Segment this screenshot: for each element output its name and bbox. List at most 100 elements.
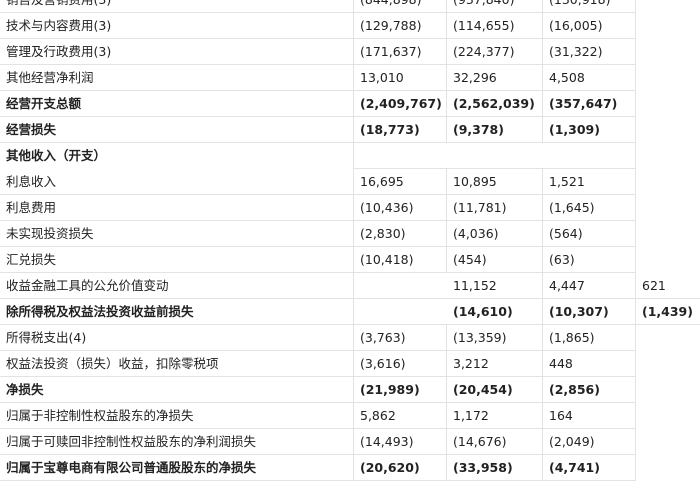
value-cell: 16,695 (354, 169, 447, 195)
value-cell: (2,856) (543, 377, 636, 403)
row-label: 除所得税及权益法投资收益前损失 (0, 299, 354, 325)
row-label: 净损失 (0, 377, 354, 403)
row-label: 归属于宝尊电商有限公司普通股股东的净损失 (0, 455, 354, 481)
value-cell: (11,781) (447, 195, 543, 221)
value-cell: (2,409,767) (354, 91, 447, 117)
value-cell: 3,212 (447, 351, 543, 377)
value-cell: (2,830) (354, 221, 447, 247)
value-cell: (18,773) (354, 117, 447, 143)
value-cell (636, 117, 700, 143)
value-cell: 32,296 (447, 65, 543, 91)
table-row: 归属于非控制性权益股东的净损失 5,862 1,172 164 (0, 403, 700, 429)
table-row: 销售及营销费用(3)(844,898)(937,840)(130,918) (0, 0, 700, 13)
table-row: 归属于宝尊电商有限公司普通股股东的净损失 (20,620) (33,958) (4,7… (0, 455, 700, 481)
table-row: 权益法投资（损失）收益，扣除零税项 (3,616) 3,212 448 (0, 351, 700, 377)
value-cell: (130,918) (543, 0, 636, 13)
table-row: 收益金融工具的公允价值变动 11,152 4,447 621 (0, 273, 700, 299)
value-cell: (10,436) (354, 195, 447, 221)
row-label: 技术与内容费用(3) (0, 13, 354, 39)
row-label: 归属于可赎回非控制性权益股东的净利润损失 (0, 429, 354, 455)
value-cell (636, 221, 700, 247)
value-cell (636, 195, 700, 221)
row-label: 其他经营净利润 (0, 65, 354, 91)
value-cell (636, 247, 700, 273)
value-cell (354, 273, 447, 299)
table-row: 未实现投资损失 (2,830) (4,036) (564) (0, 221, 700, 247)
value-cell: 1,172 (447, 403, 543, 429)
value-cell: (114,655) (447, 13, 543, 39)
value-cell: (844,898) (354, 0, 447, 13)
row-label: 管理及行政费用(3) (0, 39, 354, 65)
value-cell: (2,562,039) (447, 91, 543, 117)
value-cell: (9,378) (447, 117, 543, 143)
value-cell: (171,637) (354, 39, 447, 65)
value-cell: 1,521 (543, 169, 636, 195)
value-cell: 5,862 (354, 403, 447, 429)
value-cell: (10,307) (543, 299, 636, 325)
row-label: 其他收入（开支） (0, 143, 354, 169)
value-cell (636, 325, 700, 351)
table-row: 所得税支出(4) (3,763) (13,359) (1,865) (0, 325, 700, 351)
row-label: 所得税支出(4) (0, 325, 354, 351)
value-cell (636, 455, 700, 481)
value-cell: (1,645) (543, 195, 636, 221)
value-cell: (454) (447, 247, 543, 273)
value-cell: (1,865) (543, 325, 636, 351)
value-cell: (20,454) (447, 377, 543, 403)
value-cell: (937,840) (447, 0, 543, 13)
table-row: 其他经营净利润 13,010 32,296 4,508 (0, 65, 700, 91)
value-cell: (4,741) (543, 455, 636, 481)
empty-cell (354, 143, 636, 169)
row-label: 利息收入 (0, 169, 354, 195)
row-label: 未实现投资损失 (0, 221, 354, 247)
value-cell: 13,010 (354, 65, 447, 91)
row-label: 归属于非控制性权益股东的净损失 (0, 403, 354, 429)
value-cell: (564) (543, 221, 636, 247)
value-cell: (1,439) (636, 299, 700, 325)
value-cell: (3,763) (354, 325, 447, 351)
row-label: 汇兑损失 (0, 247, 354, 273)
value-cell: (1,309) (543, 117, 636, 143)
value-cell (636, 377, 700, 403)
value-cell: (16,005) (543, 13, 636, 39)
value-cell: (21,989) (354, 377, 447, 403)
value-cell: (20,620) (354, 455, 447, 481)
value-cell (636, 169, 700, 195)
value-cell: (10,418) (354, 247, 447, 273)
value-cell: (14,610) (447, 299, 543, 325)
value-cell: 448 (543, 351, 636, 377)
row-label: 利息费用 (0, 195, 354, 221)
table-row: 其他收入（开支） (0, 143, 700, 169)
value-cell (636, 0, 700, 13)
value-cell (636, 65, 700, 91)
value-cell: (3,616) (354, 351, 447, 377)
row-label: 销售及营销费用(3) (0, 0, 354, 13)
table-row: 归属于可赎回非控制性权益股东的净利润损失 (14,493) (14,676) (2,0… (0, 429, 700, 455)
value-cell: 11,152 (447, 273, 543, 299)
table-row: 净损失 (21,989) (20,454) (2,856) (0, 377, 700, 403)
table-row: 汇兑损失 (10,418) (454) (63) (0, 247, 700, 273)
row-label: 收益金融工具的公允价值变动 (0, 273, 354, 299)
table-row: 技术与内容费用(3) (129,788) (114,655) (16,005) (0, 13, 700, 39)
table-row: 管理及行政费用(3) (171,637) (224,377) (31,322) (0, 39, 700, 65)
row-label: 经营损失 (0, 117, 354, 143)
row-label: 权益法投资（损失）收益，扣除零税项 (0, 351, 354, 377)
row-label: 经营开支总额 (0, 91, 354, 117)
value-cell: (14,676) (447, 429, 543, 455)
table-row: 经营开支总额 (2,409,767) (2,562,039) (357,647) (0, 91, 700, 117)
table-row: 利息费用 (10,436) (11,781) (1,645) (0, 195, 700, 221)
value-cell (636, 91, 700, 117)
table-row: 利息收入 16,695 10,895 1,521 (0, 169, 700, 195)
table-row: 除所得税及权益法投资收益前损失 (14,610) (10,307) (1,439) (0, 299, 700, 325)
value-cell: (357,647) (543, 91, 636, 117)
value-cell (636, 39, 700, 65)
value-cell: 4,508 (543, 65, 636, 91)
value-cell: (224,377) (447, 39, 543, 65)
value-cell (636, 429, 700, 455)
value-cell: (2,049) (543, 429, 636, 455)
value-cell: (4,036) (447, 221, 543, 247)
value-cell (636, 13, 700, 39)
value-cell: (13,359) (447, 325, 543, 351)
value-cell: 164 (543, 403, 636, 429)
